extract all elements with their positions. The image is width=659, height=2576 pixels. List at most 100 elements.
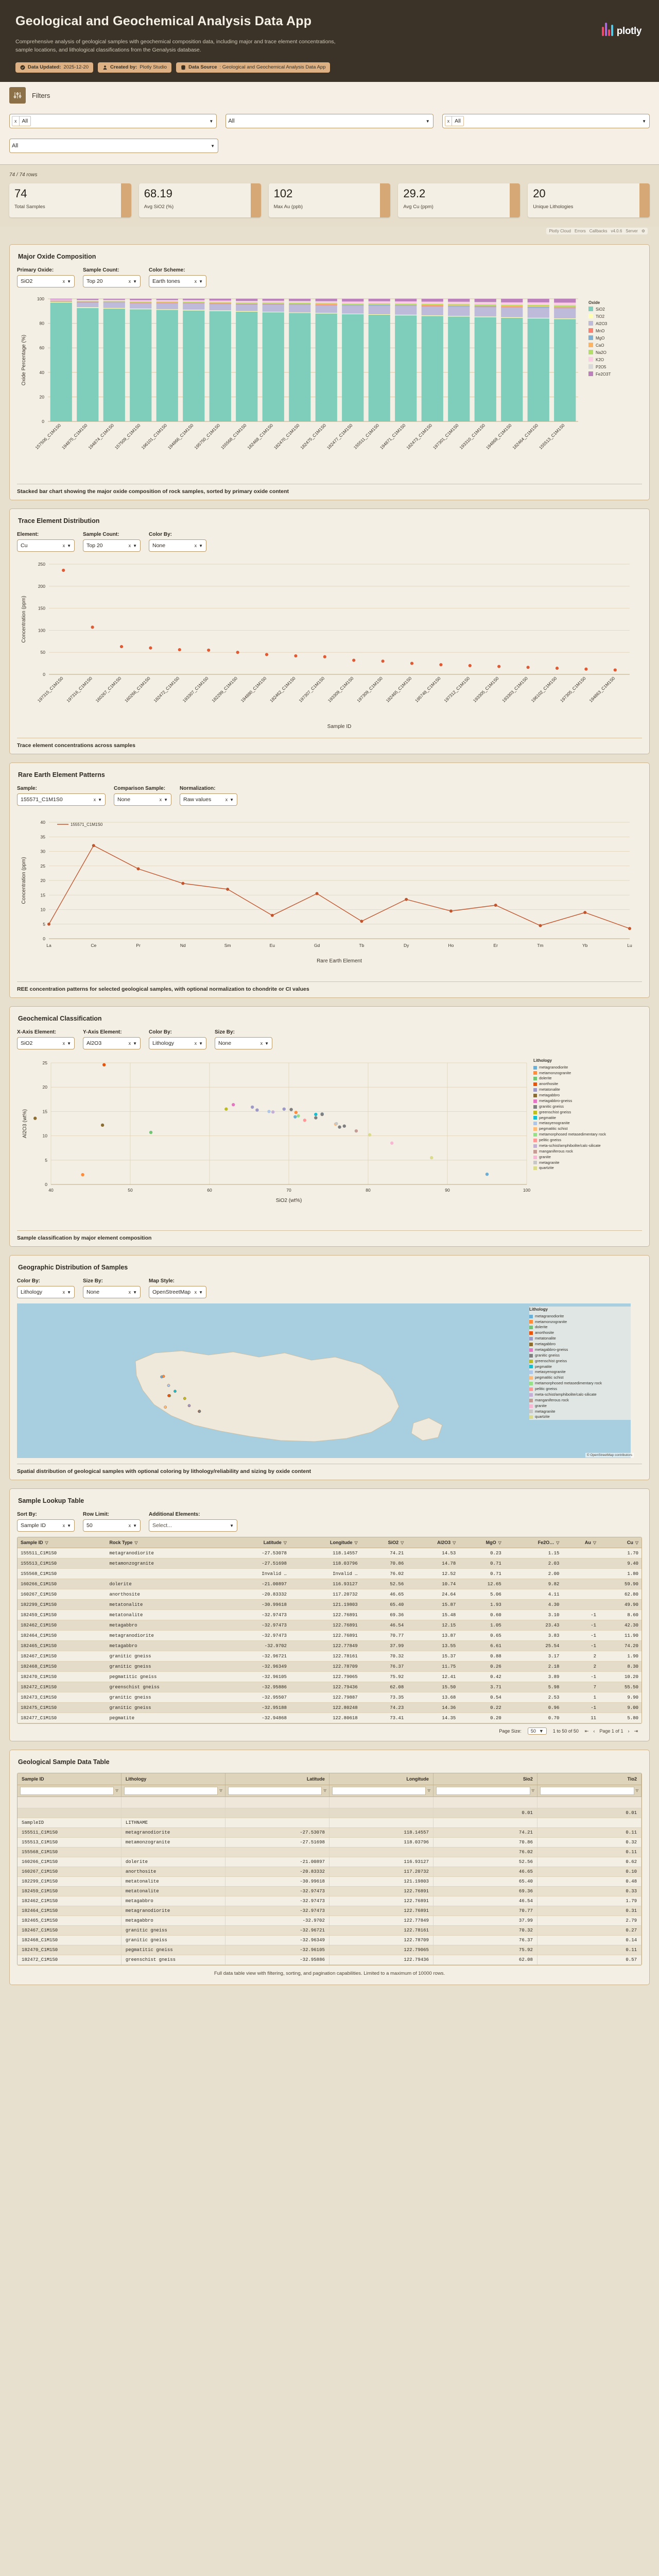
table-row[interactable]: 182477_C1M1S0 pegmatite -32.94868 122.80618…	[18, 1713, 641, 1724]
chevron-down-icon[interactable]: ▼	[164, 797, 168, 802]
filter-dropdown-3[interactable]: x All ▼	[442, 114, 650, 129]
dev-toolbar-plotly-cloud[interactable]: Plotly Cloud	[549, 229, 571, 234]
table-row[interactable]: 182467_C1M1S0 granitic gneiss -32.96721 122…	[18, 1925, 641, 1936]
x-axis-element-select[interactable]: SiO2 x ▼	[17, 1037, 75, 1050]
gear-icon[interactable]: ⚙	[641, 229, 645, 234]
legend-item[interactable]: granite	[533, 1155, 639, 1160]
grid-filter-input[interactable]	[20, 1787, 114, 1795]
lookup-col-header[interactable]: Longitude ▽	[289, 1537, 361, 1549]
color-scheme-select[interactable]: Earth tones x ▼	[149, 275, 206, 288]
grid-filter-input[interactable]	[436, 1787, 530, 1795]
grid-filter-input[interactable]	[540, 1787, 634, 1795]
grid-col-header[interactable]: Sample ID	[18, 1773, 122, 1786]
clear-icon[interactable]: x	[194, 1290, 197, 1295]
filter-icon[interactable]: ▽	[593, 1540, 597, 1546]
trace-sample-count-select[interactable]: Top 20 x ▼	[83, 539, 141, 552]
table-row[interactable]: 182459_C1M1S0 metatonalite -32.97473 122.76…	[18, 1886, 641, 1897]
filter-icon[interactable]: ▽	[635, 1540, 638, 1546]
grid-filter-cell[interactable]: ▽	[537, 1785, 641, 1798]
legend-item[interactable]: pelitic gneiss	[529, 1386, 635, 1392]
legend-item[interactable]: metamonzogranite	[533, 1071, 639, 1076]
filter-icon[interactable]: ▽	[401, 1540, 404, 1546]
chevron-down-icon[interactable]: ▼	[230, 1523, 234, 1528]
legend-item[interactable]: metagranite	[533, 1160, 639, 1166]
dev-toolbar[interactable]: Plotly Cloud Errors Callbacks v4.0.6 Ser…	[546, 228, 648, 235]
legend-item[interactable]: granitic gneiss	[529, 1353, 635, 1359]
lookup-col-header[interactable]: SiO2 ▽	[360, 1537, 407, 1549]
clear-icon[interactable]: x	[93, 797, 96, 803]
table-row[interactable]: 155513_C1M1S0 metamonzogranite -27.51698 11…	[18, 1837, 641, 1848]
row-limit-select[interactable]: 50 x ▼	[83, 1519, 141, 1532]
filter-dropdown-2[interactable]: All ▼	[226, 114, 433, 129]
legend-item[interactable]: manganiferous rock	[529, 1398, 635, 1403]
sample-count-select[interactable]: Top 20 x ▼	[83, 275, 141, 288]
chevron-down-icon[interactable]: ▼	[209, 118, 214, 124]
table-row[interactable]: 182468_C1M1S0 granitic gneiss -32.96349 122…	[18, 1935, 641, 1946]
legend-item[interactable]: granitic gneiss	[533, 1104, 639, 1110]
chevron-down-icon[interactable]: ▼	[133, 279, 137, 284]
dev-toolbar-callbacks[interactable]: Callbacks	[589, 229, 608, 234]
legend-item[interactable]: metamonzogranite	[529, 1319, 635, 1325]
filter-icon[interactable]: ▽	[498, 1540, 501, 1546]
map-style-select[interactable]: OpenStreetMap x ▼	[149, 1286, 206, 1299]
chevron-down-icon[interactable]: ▼	[230, 797, 234, 802]
chevron-down-icon[interactable]: ▼	[539, 1728, 544, 1734]
ree-normalization-select[interactable]: Raw values x ▼	[180, 793, 237, 806]
legend-item[interactable]: quartzite	[529, 1414, 635, 1420]
ree-line-chart[interactable]: 0 5 10 15 20 25 30 35 40 La Ce Pr Nd Sm Eu Gd Tb Dy Ho Er Tm…	[17, 811, 642, 978]
table-row[interactable]: 182473_C1M1S0 granitic gneiss -32.95507 122…	[18, 1692, 641, 1703]
geo-color-by-select[interactable]: Lithology x ▼	[17, 1286, 75, 1299]
legend-item[interactable]: metagranodiorite	[529, 1314, 635, 1319]
chevron-down-icon[interactable]: ▼	[199, 1290, 203, 1295]
chevron-down-icon[interactable]: ▼	[265, 1041, 269, 1046]
dev-toolbar-errors[interactable]: Errors	[575, 229, 586, 234]
filter-icon[interactable]: ▽	[531, 1788, 534, 1794]
clear-icon[interactable]: x	[194, 279, 197, 284]
chevron-down-icon[interactable]: ▼	[98, 797, 102, 802]
clear-icon[interactable]: x	[62, 279, 65, 284]
table-row[interactable]: 182462_C1M1S0 metagabbro -32.97473 122.7689…	[18, 1896, 641, 1907]
chevron-down-icon[interactable]: ▼	[133, 1041, 137, 1046]
filter-icon[interactable]: ▽	[134, 1540, 138, 1546]
table-row[interactable]: 182464_C1M1S0 metagranodiorite -32.97473 12…	[18, 1630, 641, 1641]
legend-item[interactable]: dolerite	[529, 1325, 635, 1330]
table-row[interactable]: 182465_C1M1S0 metagabbro -32.9702 122.77849…	[18, 1916, 641, 1926]
filter-icon[interactable]: ▽	[556, 1540, 560, 1546]
table-row[interactable]: 155568_C1M1S0 76.02 0.11	[18, 1847, 641, 1858]
filter-icon[interactable]: ▽	[219, 1788, 222, 1794]
clear-icon[interactable]: x	[128, 543, 131, 549]
clear-icon[interactable]: x	[194, 543, 197, 549]
legend-item[interactable]: greenschist gneiss	[529, 1359, 635, 1364]
clear-icon[interactable]: x	[194, 1041, 197, 1046]
filter-icon[interactable]: ▽	[283, 1540, 287, 1546]
table-row[interactable]: 182464_C1M1S0 metagranodiorite -32.97473 12…	[18, 1906, 641, 1917]
legend-item[interactable]: metamorphosed metasedimentary rock	[533, 1132, 639, 1138]
lookup-col-header[interactable]: Au ▽	[562, 1537, 600, 1549]
lookup-col-header[interactable]: Latitude ▽	[224, 1537, 290, 1549]
filter-icon[interactable]: ▽	[427, 1788, 430, 1794]
ree-sample-select[interactable]: 155571_C1M1S0 x ▼	[17, 793, 106, 806]
table-row[interactable]: 182467_C1M1S0 granitic gneiss -32.96721 122…	[18, 1651, 641, 1662]
legend-item[interactable]: pegmatite	[533, 1115, 639, 1121]
grid-filter-cell[interactable]: ▽	[18, 1785, 122, 1798]
chevron-down-icon[interactable]: ▼	[67, 543, 71, 548]
filter-tag-1[interactable]: x All	[12, 116, 31, 127]
chevron-down-icon[interactable]: ▼	[133, 1290, 137, 1295]
table-row[interactable]: 160266_C1M1S0 dolerite -21.00897 116.93127 5…	[18, 1579, 641, 1590]
table-row[interactable]: 182470_C1M1S0 pegmatitic gneiss -32.96105 1…	[18, 1671, 641, 1683]
trace-scatter-chart[interactable]: 0 50 100 150 200 250 197315_C1M1S0 197316_C1M1S…	[17, 557, 642, 734]
table-row[interactable]: 182299_C1M1S0 metatonalite -30.99618 121.19…	[18, 1599, 641, 1611]
oxide-stacked-bar-chart[interactable]: 0 20 40 60 80 100 157506_C1M1S0 194875_C1M1S0 19…	[17, 293, 642, 480]
grid-col-header[interactable]: Sio2	[433, 1773, 537, 1786]
table-row[interactable]: 160267_C1M1S0 anorthosite -20.83332 117.207…	[18, 1867, 641, 1877]
geochem-size-by-select[interactable]: None x ▼	[215, 1037, 272, 1050]
grid-col-header[interactable]: Latitude	[225, 1773, 330, 1786]
legend-item[interactable]: meta-schist/amphibolite/calc-silicate	[533, 1143, 639, 1149]
legend-item[interactable]: pegmatite	[529, 1364, 635, 1370]
legend-item[interactable]: meta-schist/amphibolite/calc-silicate	[529, 1392, 635, 1398]
legend-item[interactable]: metagranite	[529, 1409, 635, 1415]
legend-item[interactable]: metatonalite	[529, 1336, 635, 1342]
grid-filter-input[interactable]	[332, 1787, 426, 1795]
table-row[interactable]: 155513_C1M1S0 metamonzogranite -27.51698 11…	[18, 1558, 641, 1569]
chevron-down-icon[interactable]: ▼	[133, 543, 137, 548]
